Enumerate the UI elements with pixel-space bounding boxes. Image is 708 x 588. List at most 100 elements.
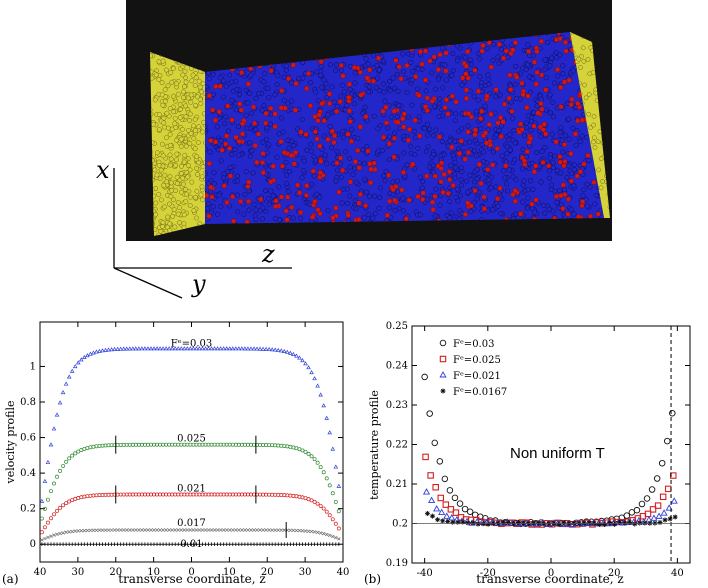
data-point	[622, 520, 628, 526]
bulk-particle	[352, 80, 358, 86]
bulk-particle	[552, 188, 558, 194]
wall-particle	[183, 114, 189, 120]
wall-particle	[161, 120, 167, 126]
bulk-particle	[458, 177, 464, 183]
data-point	[227, 346, 233, 351]
bulk-particle	[557, 188, 563, 194]
bulk-particle	[570, 125, 576, 131]
bulk-particle	[447, 198, 453, 205]
data-point	[203, 542, 208, 547]
wall-particle	[168, 156, 174, 162]
tagged-particle	[298, 129, 304, 135]
bulk-particle	[301, 158, 307, 164]
bulk-particle	[550, 114, 556, 120]
wall-particle	[156, 162, 162, 168]
bulk-particle	[362, 176, 368, 182]
tagged-particle	[563, 48, 569, 54]
tagged-particle	[585, 152, 591, 159]
tagged-particle	[484, 93, 490, 99]
wall-particle	[182, 68, 188, 74]
tagged-particle	[520, 91, 526, 98]
wall-particle	[167, 131, 173, 137]
x-tick-label: 40	[337, 567, 350, 578]
wall-particle	[581, 58, 587, 64]
data-point	[137, 528, 141, 532]
wall-particle	[186, 127, 191, 133]
bulk-particle	[448, 163, 454, 169]
bulk-particle	[484, 45, 490, 52]
data-point	[173, 542, 178, 547]
data-point	[67, 456, 72, 461]
data-point	[176, 528, 180, 532]
bulk-particle	[270, 193, 276, 199]
data-point	[54, 412, 60, 417]
wall-particle	[598, 185, 604, 191]
data-point	[94, 528, 99, 532]
data-point	[655, 512, 663, 519]
tagged-particle	[422, 77, 429, 83]
wall-particle	[160, 220, 166, 225]
tagged-particle	[503, 48, 509, 54]
bulk-particle	[278, 115, 285, 121]
bulk-particle	[584, 203, 590, 209]
data-point	[282, 542, 287, 547]
wall-particle	[187, 167, 193, 173]
wall-particle	[170, 213, 176, 219]
wall-particle	[156, 77, 162, 82]
bulk-particle	[477, 74, 483, 80]
bulk-particle	[577, 138, 583, 144]
data-point	[664, 437, 671, 445]
tagged-particle	[494, 196, 501, 202]
wall-particle	[194, 188, 200, 194]
data-point	[596, 522, 602, 528]
tagged-particle	[291, 161, 297, 167]
bulk-particle	[401, 69, 407, 75]
bulk-particle	[247, 90, 253, 96]
tagged-particle	[368, 166, 374, 172]
wall-particle	[182, 152, 188, 158]
bulk-particle	[205, 171, 208, 177]
data-point	[194, 346, 199, 351]
tagged-particle	[534, 69, 540, 76]
data-point	[269, 347, 275, 352]
data-point	[194, 542, 199, 547]
bulk-particle	[593, 192, 599, 199]
bulk-particle	[205, 84, 209, 90]
data-point	[127, 542, 132, 547]
tagged-particle	[279, 88, 285, 94]
tagged-particle	[430, 207, 436, 213]
wall-particle	[162, 87, 168, 93]
y-tick-label: 0	[30, 539, 36, 550]
data-point	[140, 528, 144, 532]
bulk-particle	[584, 134, 590, 140]
bulk-particle	[390, 75, 396, 81]
bulk-particle	[485, 72, 491, 78]
tagged-particle	[490, 162, 496, 168]
error-bars	[115, 435, 287, 538]
tagged-particle	[370, 78, 377, 84]
panel-label: (a)	[2, 572, 19, 586]
bulk-particle	[383, 168, 389, 174]
bulk-particle	[498, 211, 504, 217]
series-labels: Fᵉ=0.03 0.025 0.021 0.017 0.01	[171, 339, 212, 551]
tagged-particle	[380, 108, 386, 114]
data-point	[160, 346, 166, 351]
bulk-particle	[205, 146, 208, 152]
bulk-particle	[394, 71, 400, 77]
data-point	[306, 451, 311, 456]
data-point	[103, 347, 108, 352]
data-point	[67, 530, 71, 534]
bulk-particle	[532, 209, 538, 215]
data-point	[209, 528, 214, 532]
wall-particle	[591, 122, 596, 128]
bulk-particle	[490, 57, 496, 63]
data-point	[85, 528, 90, 533]
bulk-particle	[235, 192, 241, 198]
data-point	[239, 346, 245, 351]
bulk-particle	[311, 173, 317, 179]
data-point	[275, 347, 281, 352]
bulk-particle	[471, 93, 477, 99]
bulk-particle	[550, 99, 556, 105]
tagged-particle	[358, 92, 364, 98]
tagged-particle	[363, 203, 369, 209]
